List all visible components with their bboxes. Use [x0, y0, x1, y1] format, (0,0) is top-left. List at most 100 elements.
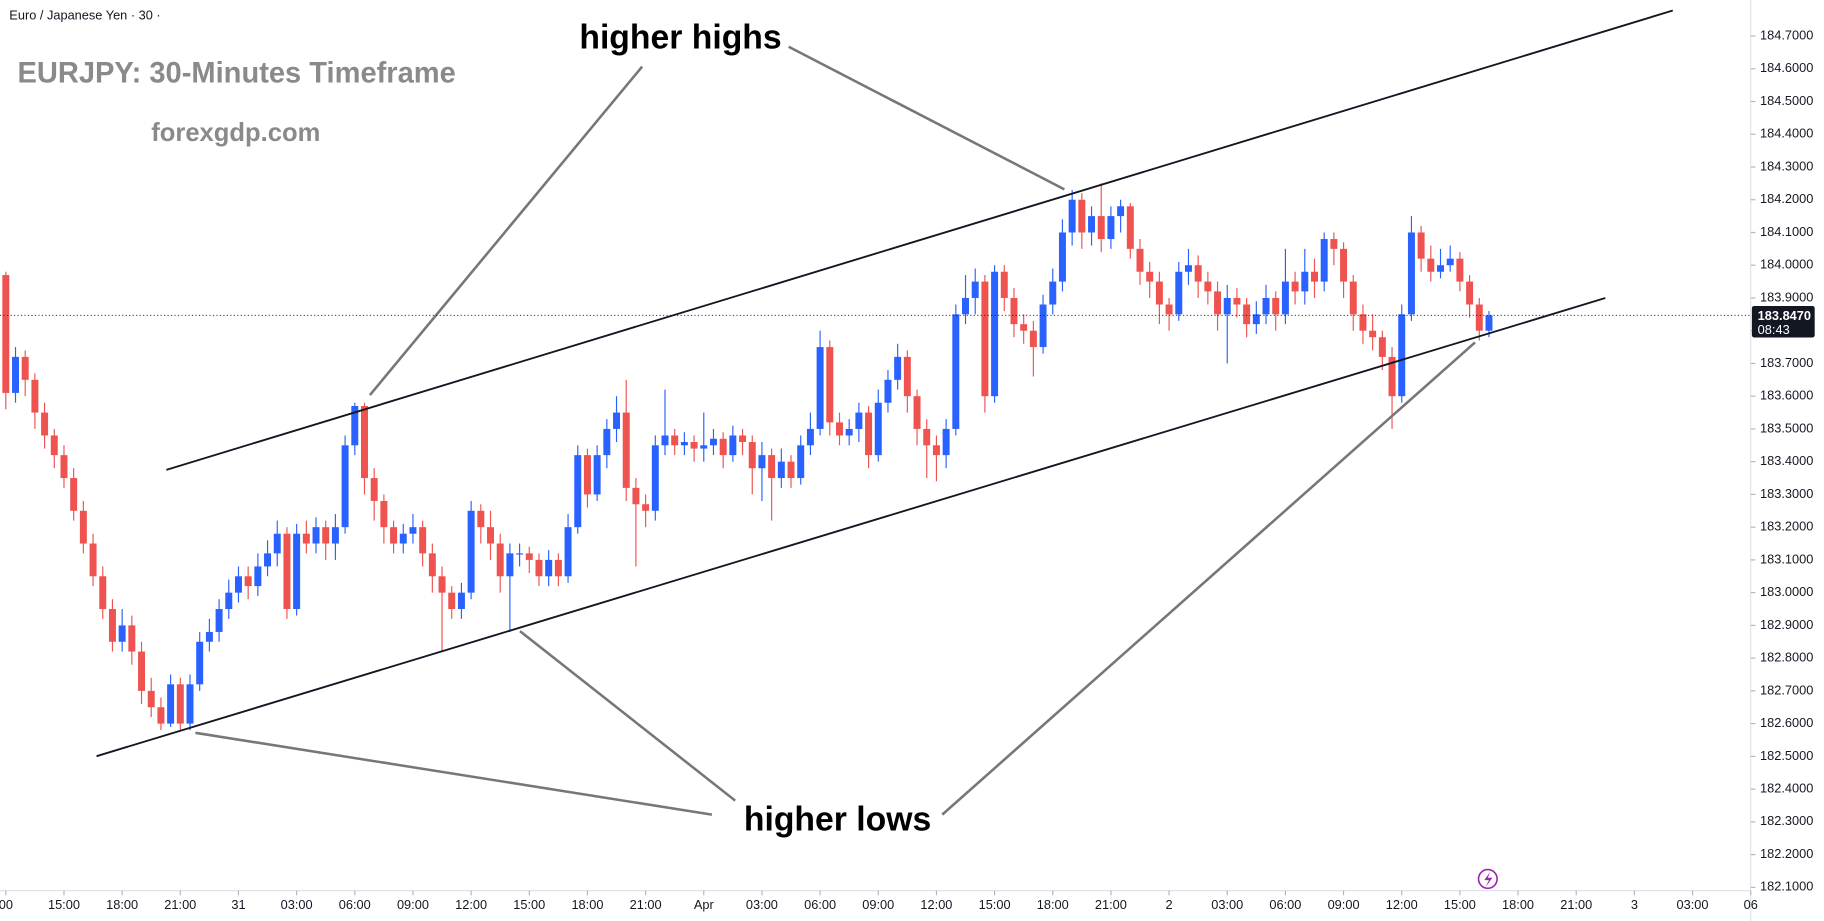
candle-body [1088, 216, 1096, 233]
y-tick-label: 182.4000 [1760, 780, 1813, 795]
x-tick-label: 06:00 [1269, 897, 1301, 912]
countdown: 08:43 [1758, 322, 1790, 337]
candle-body [516, 553, 524, 555]
x-tick-label: 21:00 [1095, 897, 1127, 912]
candle-body [991, 271, 999, 397]
y-tick-label: 183.7000 [1760, 355, 1813, 370]
candle-body [671, 435, 679, 446]
candle-body [1126, 206, 1134, 249]
candle-body [1427, 258, 1435, 272]
candle-body [457, 592, 465, 610]
candle-body [642, 504, 650, 511]
x-tick-label: 12:00 [455, 897, 487, 912]
y-tick-label: 182.2000 [1760, 846, 1813, 861]
x-tick-label: 06:00 [339, 897, 371, 912]
x-tick-label: 06:00 [804, 897, 836, 912]
candle-body [1204, 281, 1212, 292]
candle-body [1301, 271, 1309, 292]
candle-body [1233, 297, 1241, 305]
x-tick-label: 03:00 [281, 897, 313, 912]
candle-body [118, 625, 126, 642]
alert-icon-bolt [1484, 871, 1493, 888]
candle-body [399, 533, 407, 544]
x-tick-label: 18:00 [571, 897, 603, 912]
x-tick-label: 21:00 [630, 897, 662, 912]
candle-body [477, 510, 485, 528]
candle-body [1078, 199, 1086, 233]
x-tick-label: 00 [0, 897, 13, 912]
candle-body [380, 500, 388, 528]
candle-body [234, 576, 242, 593]
y-tick-label: 182.1000 [1760, 879, 1813, 894]
candle-body [1010, 297, 1018, 325]
candle-body [12, 356, 19, 393]
y-tick-label: 182.7000 [1760, 682, 1813, 697]
upper-channel-line [166, 9, 1674, 471]
chart-title: EURJPY: 30-Minutes Timeframe [17, 57, 455, 89]
y-tick-label: 182.6000 [1760, 715, 1813, 730]
candle-body [1311, 271, 1318, 282]
candle-body [1398, 314, 1406, 397]
candle-body [215, 609, 223, 632]
x-tick-label: 15:00 [979, 897, 1011, 912]
candle-body [167, 684, 175, 724]
candle-body [661, 435, 669, 446]
candle-body [777, 461, 785, 479]
y-tick-label: 184.1000 [1760, 224, 1813, 239]
x-tick-label: 15:00 [48, 897, 80, 912]
candle-body [390, 527, 398, 544]
candle-body [128, 625, 136, 652]
candle-body [31, 379, 39, 413]
annotation: higher lows [744, 801, 931, 839]
x-tick-label: 18:00 [106, 897, 138, 912]
candle-body [932, 445, 940, 456]
y-tick-label: 183.0000 [1760, 584, 1813, 599]
x-tick-label: 18:00 [1502, 897, 1534, 912]
last-price-label: 183.8470 [1758, 308, 1811, 323]
candle-body [962, 297, 969, 315]
candle-body [1155, 281, 1163, 305]
candle-body [603, 428, 611, 456]
y-tick-label: 184.4000 [1760, 126, 1813, 141]
candle-body [1117, 206, 1125, 217]
candle-body [1194, 265, 1202, 282]
x-tick-label: 03:00 [746, 897, 778, 912]
candle-body [302, 533, 310, 544]
candle-body [312, 527, 320, 544]
candle-body [1184, 265, 1192, 272]
candle-body [264, 553, 272, 567]
candle-body [1378, 337, 1386, 357]
candle-body [942, 428, 950, 456]
candle-body [1058, 232, 1066, 282]
candle-body [1020, 324, 1028, 331]
candle-body [554, 559, 562, 577]
candle-body [816, 347, 824, 429]
candle-body [1330, 239, 1338, 249]
candle-body [225, 592, 233, 610]
candle-body [176, 684, 184, 724]
y-tick-label: 182.5000 [1760, 748, 1813, 763]
candle-body [593, 455, 601, 495]
candle-body [147, 690, 155, 708]
y-tick-label: 183.1000 [1760, 551, 1813, 566]
candle-body [108, 609, 116, 642]
arrow [941, 341, 1476, 816]
candle-body [535, 559, 543, 577]
x-tick-label: 15:00 [513, 897, 545, 912]
y-tick-label: 184.2000 [1760, 191, 1813, 206]
y-tick-label: 184.6000 [1760, 60, 1813, 75]
candle-body [574, 455, 582, 528]
candle-body [196, 641, 204, 685]
candle-body [138, 651, 146, 691]
candle-body [1000, 271, 1008, 298]
alert-icon[interactable] [1477, 868, 1498, 890]
candle-body [729, 435, 737, 456]
candle-body [680, 442, 688, 446]
y-tick-label: 183.9000 [1760, 289, 1813, 304]
candle-body [525, 553, 533, 560]
y-tick-label: 182.3000 [1760, 813, 1813, 828]
x-tick-label: 06 [1744, 897, 1758, 912]
candle-body [700, 445, 708, 449]
candle-body [467, 510, 475, 593]
